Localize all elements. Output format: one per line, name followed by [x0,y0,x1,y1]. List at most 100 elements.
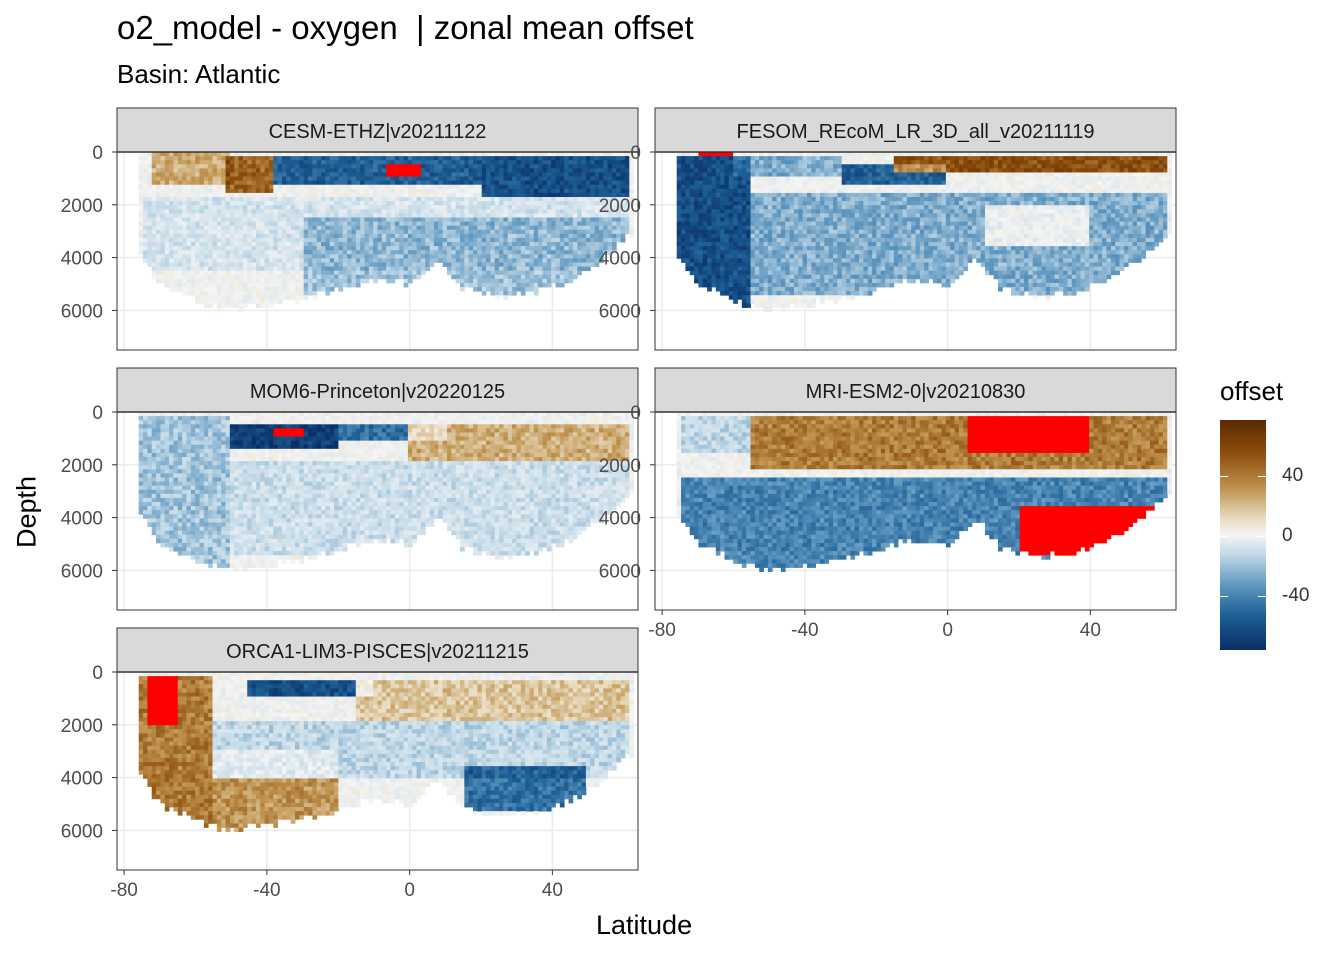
heatmap-cell [477,209,483,214]
heatmap-cell [446,242,452,247]
heatmap-cell [754,262,760,267]
heatmap-cell [308,176,313,182]
heatmap-cell [685,160,691,165]
heatmap-cell [776,184,782,190]
heatmap-cell [390,237,396,243]
heatmap-cell [793,205,799,210]
heatmap-cell [156,201,161,206]
heatmap-cell [455,246,461,251]
heatmap-cell [416,262,422,267]
heatmap-cell [299,176,305,182]
heatmap-cell [811,197,817,202]
heatmap-cell [581,205,587,210]
heatmap-cell [451,242,457,247]
heatmap-cell [195,287,200,292]
heatmap-cell [481,242,487,247]
heatmap-cell [533,156,539,161]
heatmap-cell [546,262,552,267]
heatmap-cell [177,221,183,227]
heatmap-cell [238,262,244,267]
heatmap-cell [780,246,786,251]
heatmap-cell [182,192,187,198]
heatmap-cell [347,229,352,235]
heatmap-cell [698,188,704,194]
heatmap-cell [477,278,483,284]
heatmap-cell [438,160,444,165]
heatmap-cell [412,164,417,169]
heatmap-cell [329,237,335,243]
heatmap-cell [468,188,474,194]
heatmap-cell [681,184,686,190]
heatmap-cell [464,221,470,227]
heatmap-cell [486,233,491,239]
heatmap-cell [169,192,174,198]
heatmap-cell [694,242,699,247]
heatmap-cell [381,201,387,206]
heatmap-cell [733,152,738,157]
heatmap-cell [325,254,331,259]
heatmap-cell [455,250,461,255]
heatmap-cell [746,209,751,214]
heatmap-cell [221,205,226,210]
heatmap-cell [520,282,526,288]
heatmap-cell [312,164,318,169]
heatmap-cell [772,225,777,231]
heatmap-cell [160,205,166,210]
heatmap-cell [238,299,244,304]
heatmap-cell [390,172,396,177]
heatmap-cell [529,254,535,259]
heatmap-cell [225,160,231,165]
heatmap-cell [334,201,339,206]
heatmap-cell [815,209,821,214]
heatmap-cell [342,197,348,202]
heatmap-cell [177,184,183,190]
heatmap-cell [229,213,235,218]
heatmap-cell [247,180,252,186]
heatmap-cell [277,299,283,304]
heatmap-cell [221,242,226,247]
heatmap-cell [325,197,331,202]
heatmap-cell [281,229,287,235]
heatmap-cell [780,274,786,280]
heatmap-cell [780,176,786,182]
heatmap-cell [767,188,773,194]
heatmap-cell [525,229,530,235]
heatmap-cell [329,225,335,231]
heatmap-cell [802,168,808,173]
heatmap-cell [247,188,252,194]
heatmap-cell [737,233,743,239]
heatmap-cell [281,184,287,190]
heatmap-cell [585,168,591,173]
heatmap-cell [373,270,378,276]
heatmap-cell [815,246,821,251]
heatmap-cell [607,197,613,202]
heatmap-cell [381,188,387,194]
heatmap-cell [811,291,817,296]
heatmap-cell [334,168,339,173]
heatmap-cell [772,217,777,222]
heatmap-cell [299,197,305,202]
heatmap-cell [707,270,712,276]
heatmap-cell [789,242,795,247]
heatmap-cell [182,274,187,280]
heatmap-cell [720,278,725,284]
heatmap-cell [819,172,825,177]
heatmap-cell [711,205,717,210]
heatmap-cell [525,152,530,157]
heatmap-cell [416,180,422,186]
heatmap-cell [360,164,365,169]
heatmap-cell [525,201,530,206]
heatmap-cell [273,262,279,267]
heatmap-cell [676,164,682,169]
heatmap-cell [316,152,322,157]
heatmap-cell [754,270,760,276]
heatmap-cell [268,233,274,239]
heatmap-cell [780,266,786,272]
heatmap-cell [442,188,448,194]
heatmap-cell [689,172,695,177]
heatmap-cell [451,221,457,227]
heatmap-cell [268,278,274,284]
heatmap-cell [147,229,153,235]
heatmap-cell [477,254,483,259]
heatmap-cell [273,291,279,296]
